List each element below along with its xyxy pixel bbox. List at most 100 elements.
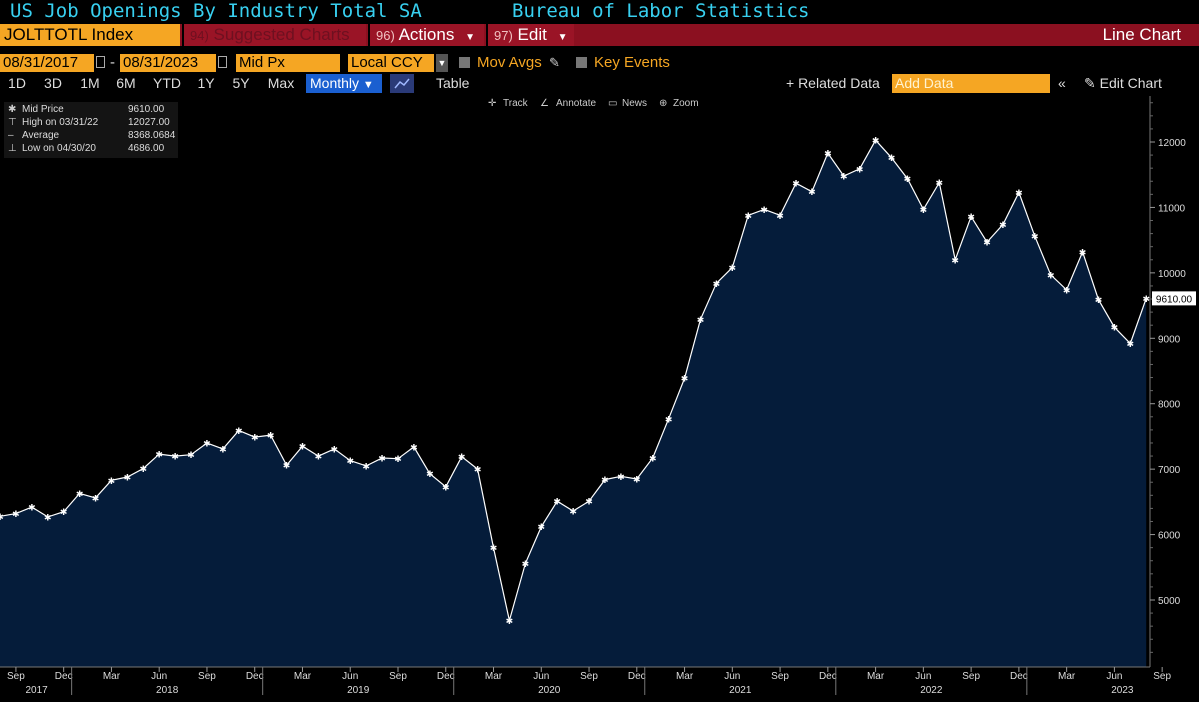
x-tick-label: Sep bbox=[7, 671, 25, 682]
data-point: ✱ bbox=[649, 455, 657, 465]
x-tick-label: Jun bbox=[1106, 671, 1122, 682]
data-point: ✱ bbox=[697, 316, 705, 326]
legend-value: 8368.0684 bbox=[128, 130, 176, 141]
data-point: ✱ bbox=[856, 165, 864, 175]
x-tick-label: Sep bbox=[198, 671, 216, 682]
collapse-icon[interactable]: « bbox=[1058, 75, 1066, 91]
range-ytd[interactable]: YTD bbox=[153, 75, 181, 91]
job-openings-chart[interactable]: ✱ ✱ ✱ ✱ ✱ ✱ ✱ ✱ ✱ ✱ ✱ ✱ ✱ ✱ ✱ ✱ ✱ ✱ ✱ ✱ ✱ ✱ ✱ ✱ ✱ ✱ ✱ ✱ ✱ ✱ ✱ ✱ ✱ ✱ ✱ ✱ ✱ ✱ ✱ ✱… bbox=[0, 96, 1199, 702]
range-1d[interactable]: 1D bbox=[8, 75, 26, 91]
data-point: ✱ bbox=[553, 498, 561, 508]
data-point: ✱ bbox=[490, 544, 498, 554]
calendar-icon[interactable] bbox=[96, 56, 105, 68]
data-point: ✱ bbox=[904, 175, 912, 185]
data-point: ✱ bbox=[999, 221, 1007, 231]
data-point: ✱ bbox=[283, 462, 291, 472]
mov-avgs-label[interactable]: Mov Avgs bbox=[477, 54, 542, 71]
y-tick-label: 11000 bbox=[1158, 203, 1186, 214]
data-point: ✱ bbox=[187, 451, 195, 461]
x-tick-label: Dec bbox=[819, 671, 837, 682]
data-point: ✱ bbox=[792, 180, 800, 190]
suggested-charts-label: Suggested Charts bbox=[213, 25, 350, 44]
data-point: ✱ bbox=[171, 453, 179, 463]
legend-label: Average bbox=[22, 130, 60, 141]
range-5y[interactable]: 5Y bbox=[232, 75, 250, 91]
line-chart-icon[interactable] bbox=[390, 74, 414, 93]
track-tool: Track bbox=[503, 98, 529, 109]
key-events-label[interactable]: Key Events bbox=[594, 54, 670, 71]
data-point: ✱ bbox=[155, 451, 163, 461]
data-point: ✱ bbox=[569, 508, 577, 518]
legend-value: 12027.00 bbox=[128, 117, 170, 128]
high-marker-icon: ⊤ bbox=[8, 117, 17, 128]
y-tick-label: 10000 bbox=[1158, 269, 1186, 280]
year-label: 2021 bbox=[729, 685, 752, 696]
range-1y[interactable]: 1Y bbox=[197, 75, 215, 91]
data-point: ✱ bbox=[538, 523, 546, 533]
ticker-field[interactable]: JOLTTOTL Index bbox=[0, 24, 180, 46]
related-data-button[interactable]: + Related Data bbox=[786, 75, 880, 91]
data-point: ✱ bbox=[124, 473, 132, 483]
mov-avgs-checkbox[interactable] bbox=[459, 57, 470, 68]
low-marker-icon: ⊥ bbox=[8, 143, 17, 154]
actions-button[interactable]: 96) Actions ▼ bbox=[368, 24, 484, 46]
data-point: ✱ bbox=[76, 490, 84, 500]
chevron-down-icon[interactable]: ▼ bbox=[436, 54, 448, 72]
data-point: ✱ bbox=[1111, 324, 1119, 334]
x-tick-label: Dec bbox=[1010, 671, 1028, 682]
data-point: ✱ bbox=[522, 560, 530, 570]
caret-down-icon: ▼ bbox=[465, 32, 475, 43]
data-point: ✱ bbox=[315, 453, 323, 463]
last-value-box bbox=[1152, 291, 1196, 306]
legend-row-low: ⊥ Low on 04/30/20 4686.00 bbox=[8, 143, 164, 154]
legend-row-high: ⊤ High on 03/31/22 12027.00 bbox=[8, 117, 170, 128]
legend-value: 9610.00 bbox=[128, 104, 165, 115]
data-point: ✱ bbox=[713, 280, 721, 290]
range-6m[interactable]: 6M bbox=[116, 75, 136, 91]
data-point: ✱ bbox=[1127, 340, 1135, 350]
price-field-select[interactable]: Mid Px bbox=[236, 54, 340, 72]
data-point: ✱ bbox=[203, 439, 211, 449]
edit-button[interactable]: 97) Edit ▼ bbox=[486, 24, 574, 46]
y-axis: 5000 6000 7000 8000 9000 10000 11000 12000 bbox=[1150, 102, 1186, 653]
legend-label: Low on 04/30/20 bbox=[22, 143, 96, 154]
currency-select[interactable]: Local CCY bbox=[348, 54, 434, 72]
range-max[interactable]: Max bbox=[267, 75, 295, 91]
data-point: ✱ bbox=[410, 443, 418, 453]
y-tick-label: 8000 bbox=[1158, 400, 1181, 411]
x-tick-label: Sep bbox=[389, 671, 407, 682]
end-date-input[interactable]: 08/31/2023 bbox=[120, 54, 216, 72]
range-3d[interactable]: 3D bbox=[44, 75, 62, 91]
pencil-icon[interactable]: ✎ bbox=[549, 55, 560, 70]
edit-chart-button[interactable]: ✎ Edit Chart bbox=[1084, 74, 1162, 93]
edit-shortcut: 97) bbox=[494, 28, 513, 43]
y-tick-label: 5000 bbox=[1158, 596, 1181, 607]
data-point: ✱ bbox=[1047, 271, 1055, 281]
start-date-input[interactable]: 08/31/2017 bbox=[0, 54, 94, 72]
x-tick-label: Sep bbox=[771, 671, 789, 682]
edit-label: Edit bbox=[517, 25, 547, 44]
table-button[interactable]: Table bbox=[436, 75, 470, 91]
x-tick-label: Dec bbox=[246, 671, 264, 682]
data-point: ✱ bbox=[681, 375, 689, 385]
x-tick-label: Mar bbox=[485, 671, 503, 682]
calendar-icon[interactable] bbox=[218, 56, 227, 68]
data-point: ✱ bbox=[1095, 296, 1103, 306]
x-tick-label: Mar bbox=[1058, 671, 1076, 682]
data-point: ✱ bbox=[60, 508, 68, 518]
frequency-select[interactable]: Monthly ▼ bbox=[306, 74, 382, 93]
data-point: ✱ bbox=[665, 415, 673, 425]
x-tick-label: Sep bbox=[1153, 671, 1171, 682]
key-events-checkbox[interactable] bbox=[576, 57, 587, 68]
range-1m[interactable]: 1M bbox=[80, 75, 100, 91]
data-point: ✱ bbox=[92, 494, 100, 504]
x-tick-label: Dec bbox=[437, 671, 455, 682]
suggested-charts-button[interactable]: 94) Suggested Charts bbox=[182, 24, 366, 46]
add-data-input[interactable]: Add Data bbox=[892, 74, 1050, 93]
x-tick-label: Jun bbox=[533, 671, 549, 682]
edit-chart-label: Edit Chart bbox=[1099, 75, 1162, 91]
data-point: ✱ bbox=[1015, 189, 1023, 199]
actions-label: Actions bbox=[398, 25, 455, 44]
data-point: ✱ bbox=[331, 445, 339, 455]
data-point: ✱ bbox=[28, 504, 36, 514]
